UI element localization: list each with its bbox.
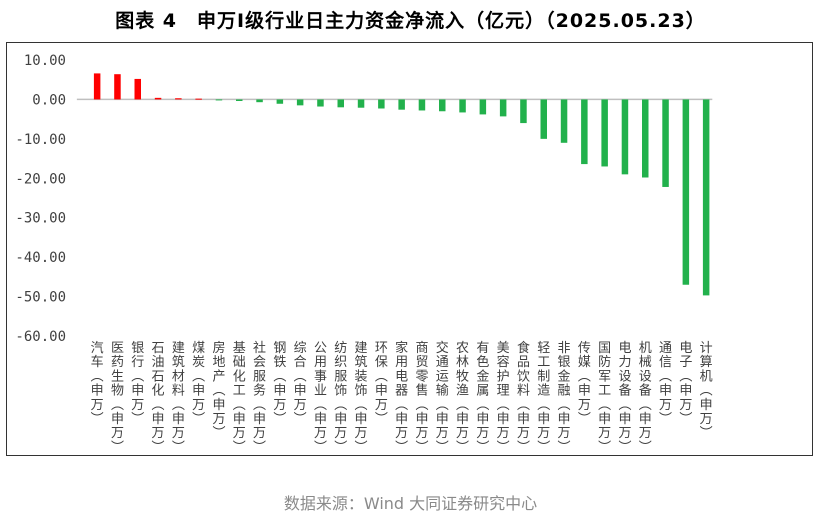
bar	[93, 73, 101, 100]
x-tick-label: 计算机︵申万︶	[700, 341, 713, 441]
x-tick-label: 环保︵申万︶	[375, 341, 388, 427]
y-tick-label: -10.00	[15, 132, 66, 148]
source-note: 数据来源：Wind 大同证券研究中心	[283, 494, 538, 513]
x-tick-label: 传媒︵申万︶	[578, 341, 591, 427]
x-tick-label: 美容护理︵申万︶	[497, 341, 510, 455]
x-tick-label: 家用电器︵申万︶	[395, 340, 408, 455]
x-tick-label: 电力设备︵申万︶	[618, 341, 631, 455]
bar	[134, 78, 141, 100]
bar	[601, 99, 608, 167]
bar	[175, 98, 182, 100]
bar	[154, 97, 162, 100]
x-tick-label: 轻工制造︵申万︶	[537, 341, 550, 455]
x-tick-label: 房地产︵申万︶	[212, 340, 225, 441]
x-tick-label: 电子︵申万︶	[679, 341, 692, 427]
y-tick-label: 10.00	[24, 53, 66, 69]
bar	[662, 99, 669, 187]
bar	[439, 99, 446, 112]
bar	[418, 99, 426, 111]
x-tick-label: 基础化工︵申万︶	[233, 341, 246, 455]
bar	[114, 74, 121, 100]
x-tick-label: 农林牧渔︵申万︶	[456, 341, 469, 455]
bar	[642, 99, 649, 178]
bar	[195, 98, 202, 100]
bar	[357, 99, 365, 108]
x-tick-label: 社会服务︵申万︶	[253, 340, 266, 455]
bar	[479, 99, 487, 115]
x-tick-label: 商贸零售︵申万︶	[415, 341, 428, 455]
bar	[499, 99, 507, 117]
x-tick-label: 有色金属︵申万︶	[476, 341, 489, 455]
bar	[621, 99, 629, 175]
x-tick-label: 机械设备︵申万︶	[639, 341, 652, 455]
y-tick-label: -50.00	[15, 290, 66, 306]
bar	[236, 99, 243, 102]
x-tick-label: 通信︵申万︶	[659, 341, 672, 427]
bar	[296, 99, 304, 106]
x-tick-label: 建筑装饰︵申万︶	[355, 341, 368, 455]
bar	[398, 99, 405, 110]
industry-fund-flow-bar-chart: 10.00 0.00 -10.00 -20.00 -30.00 -40.00 -50.00 -…	[15, 53, 713, 455]
bar	[459, 99, 466, 113]
chart-frame	[6, 42, 813, 456]
page-title: 图表 4 申万Ⅰ级行业日主力资金净流入（亿元）（2025.05.23）	[115, 10, 706, 32]
bar	[256, 99, 263, 103]
bar	[276, 99, 284, 104]
x-tick-label: 国防军工︵申万︶	[598, 341, 611, 455]
bar	[702, 99, 710, 296]
y-tick-label: -20.00	[15, 171, 66, 187]
x-tick-label: 综合︵申万︶	[294, 341, 307, 427]
bar	[540, 99, 547, 139]
x-tick-label: 汽车︵申万︶	[91, 341, 104, 427]
x-tick-label: 纺织服饰︵申万︶	[334, 341, 347, 455]
x-tick-label: 钢铁︵申万︶	[273, 341, 286, 427]
x-tick-label: 建筑材料︵申万︶	[172, 341, 185, 455]
bar	[215, 99, 223, 101]
bar	[520, 99, 527, 124]
x-tick-label: 非银金融︵申万︶	[558, 341, 571, 455]
x-tick-label: 煤炭︵申万︶	[192, 341, 205, 427]
bar	[682, 99, 690, 285]
x-tick-label: 公用事业︵申万︶	[314, 341, 327, 455]
bar	[317, 99, 324, 107]
x-tick-label: 银行︵申万︶	[131, 341, 144, 427]
x-tick-label: 石油石化︵申万︶	[152, 341, 165, 455]
y-tick-label: -60.00	[15, 329, 66, 345]
x-tick-label: 食品饮料︵申万︶	[517, 340, 530, 455]
y-tick-label: -30.00	[15, 211, 66, 227]
x-tick-label: 交通运输︵申万︶	[436, 340, 449, 455]
y-tick-label: 0.00	[32, 92, 66, 108]
y-tick-label: -40.00	[15, 250, 66, 266]
bar	[560, 99, 568, 143]
bar	[581, 99, 588, 165]
bar	[378, 99, 385, 109]
bar	[337, 99, 344, 108]
x-tick-label: 医药生物︵申万︶	[111, 341, 124, 455]
